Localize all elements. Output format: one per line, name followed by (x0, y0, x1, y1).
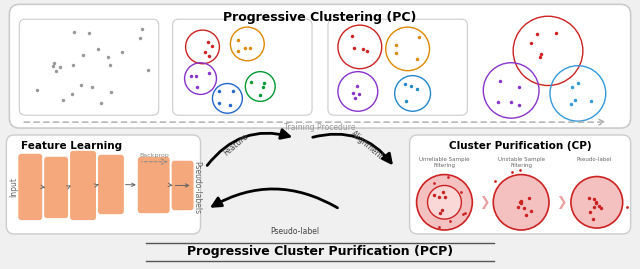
Circle shape (417, 175, 472, 230)
Text: Alignment: Alignment (349, 129, 385, 161)
FancyBboxPatch shape (410, 135, 630, 234)
FancyBboxPatch shape (173, 19, 312, 115)
Text: Unreliable Sample
Filtering: Unreliable Sample Filtering (419, 157, 470, 168)
Circle shape (493, 175, 549, 230)
FancyBboxPatch shape (70, 151, 96, 220)
FancyBboxPatch shape (19, 19, 159, 115)
FancyBboxPatch shape (6, 135, 200, 234)
Text: Input: Input (9, 178, 18, 197)
FancyBboxPatch shape (19, 154, 42, 220)
FancyBboxPatch shape (98, 155, 124, 214)
FancyBboxPatch shape (44, 157, 68, 218)
FancyBboxPatch shape (138, 157, 170, 213)
Text: Backprop: Backprop (140, 153, 170, 158)
FancyBboxPatch shape (172, 161, 193, 210)
Text: Unstable Sample
Filtering: Unstable Sample Filtering (498, 157, 545, 168)
Text: Progressive Clustering (PC): Progressive Clustering (PC) (223, 11, 417, 24)
Text: Pseudo-labels: Pseudo-labels (192, 161, 201, 214)
Text: ❯: ❯ (479, 196, 490, 209)
Text: Pseudo-label: Pseudo-label (576, 157, 611, 162)
Text: Training Procedure: Training Procedure (284, 123, 356, 132)
Text: Feature Learning: Feature Learning (21, 141, 122, 151)
Text: ❯: ❯ (556, 196, 566, 209)
Circle shape (571, 176, 623, 228)
FancyBboxPatch shape (10, 4, 630, 128)
Text: Feature: Feature (221, 132, 250, 158)
Text: Pseudo-label: Pseudo-label (271, 227, 319, 236)
FancyBboxPatch shape (328, 19, 467, 115)
Circle shape (428, 185, 461, 219)
Text: Progressive Cluster Purification (PCP): Progressive Cluster Purification (PCP) (187, 245, 453, 258)
Text: Cluster Purification (CP): Cluster Purification (CP) (449, 141, 591, 151)
